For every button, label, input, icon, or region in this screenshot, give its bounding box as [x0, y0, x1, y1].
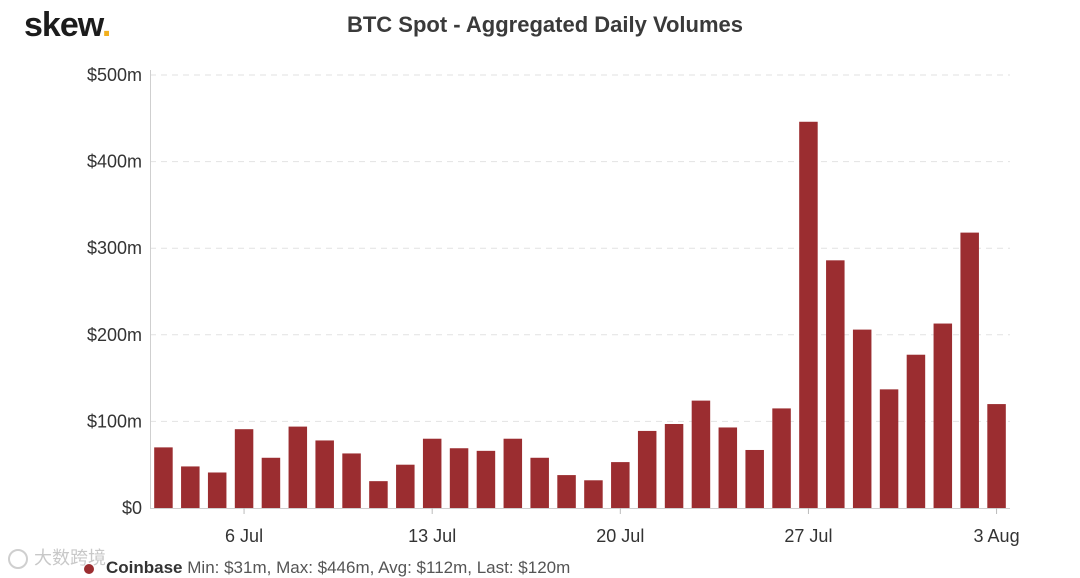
bar	[396, 464, 415, 508]
legend-stats: Min: $31m, Max: $446m, Avg: $112m, Last:…	[187, 558, 571, 577]
bar	[745, 449, 764, 508]
y-tick-label: $0	[122, 498, 142, 518]
x-tick-label: 20 Jul	[596, 526, 644, 546]
x-tick-label: 13 Jul	[408, 526, 456, 546]
bar	[879, 389, 899, 508]
bar	[422, 438, 442, 508]
bar	[503, 438, 523, 508]
bar	[637, 430, 657, 508]
bar	[530, 457, 549, 508]
bar	[960, 232, 979, 508]
y-tick-label: $500m	[87, 65, 142, 85]
bar	[369, 481, 388, 508]
bar	[611, 462, 630, 508]
bar	[987, 404, 1006, 508]
watermark: 大数跨境	[8, 544, 106, 570]
bar	[906, 354, 926, 508]
y-tick-label: $400m	[87, 152, 142, 172]
legend-series-name: Coinbase	[106, 558, 183, 577]
x-tick-label: 6 Jul	[225, 526, 263, 546]
bar	[772, 408, 791, 508]
x-tick-label: 27 Jul	[784, 526, 832, 546]
bar	[449, 448, 469, 508]
bar	[342, 453, 361, 508]
y-tick-label: $200m	[87, 325, 142, 345]
bar	[691, 400, 711, 508]
bar	[234, 429, 254, 508]
legend-marker-icon	[84, 563, 94, 574]
bar	[584, 480, 603, 508]
y-tick-label: $300m	[87, 238, 142, 258]
bar	[933, 323, 953, 508]
bar	[476, 450, 496, 508]
bar	[799, 121, 818, 508]
x-tick-label: 3 Aug	[974, 526, 1020, 546]
bar	[261, 457, 281, 508]
chart-title: BTC Spot - Aggregated Daily Volumes	[346, 12, 744, 37]
watermark-logo-icon	[8, 549, 28, 570]
y-tick-label: $100m	[87, 411, 142, 431]
bar	[154, 447, 173, 508]
bar	[557, 475, 576, 508]
skew-logo: skew.	[24, 6, 111, 44]
bar	[664, 423, 684, 508]
bar	[288, 426, 308, 508]
bar	[181, 466, 200, 508]
bar	[852, 329, 872, 508]
bar	[207, 472, 227, 508]
bar	[718, 427, 738, 508]
legend[interactable]: Coinbase Min: $31m, Max: $446m, Avg: $11…	[84, 558, 570, 578]
bar	[315, 440, 334, 508]
bar	[826, 260, 845, 508]
